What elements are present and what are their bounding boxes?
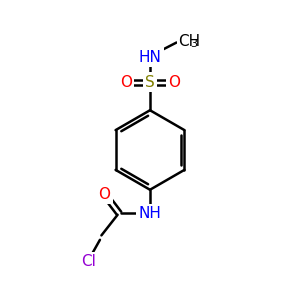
- Text: S: S: [145, 75, 155, 90]
- Text: HN: HN: [139, 50, 161, 65]
- Text: 3: 3: [190, 39, 197, 49]
- Text: CH: CH: [178, 34, 200, 49]
- Text: Cl: Cl: [81, 254, 96, 269]
- Text: O: O: [168, 75, 180, 90]
- Text: NH: NH: [139, 206, 161, 221]
- Text: O: O: [120, 75, 132, 90]
- Text: O: O: [98, 187, 110, 202]
